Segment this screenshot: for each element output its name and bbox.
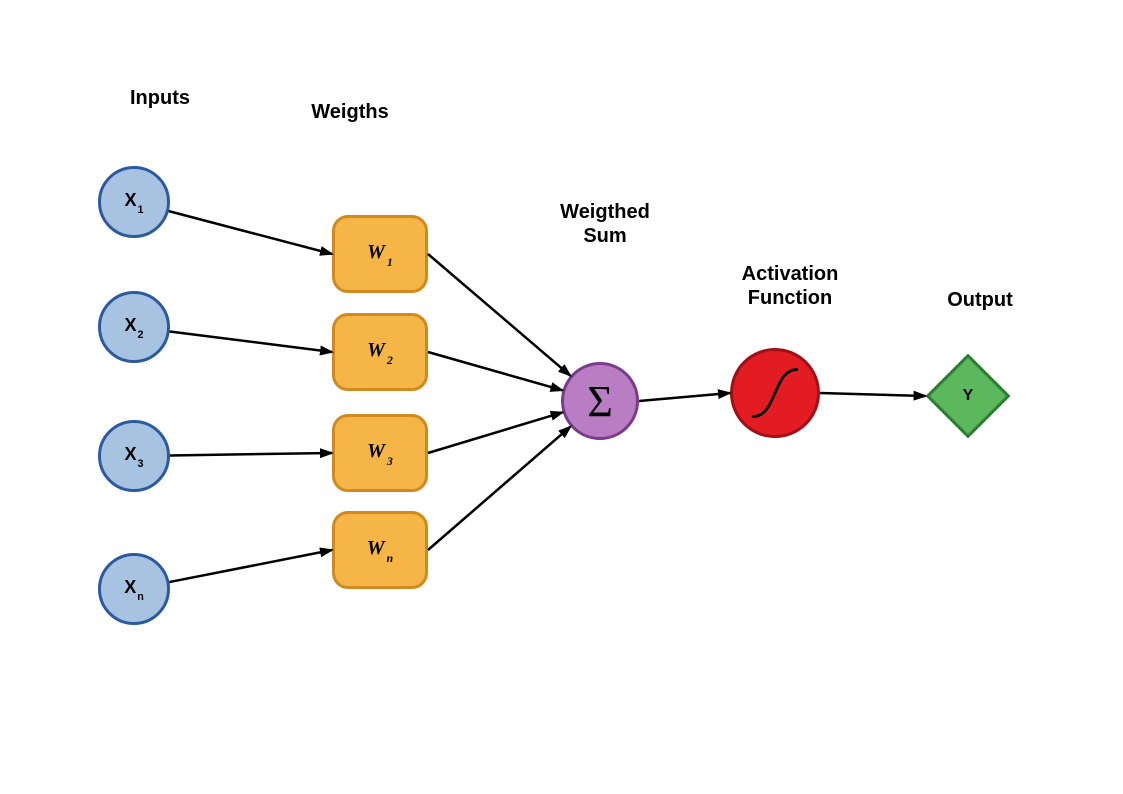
label-activation: Activation Function [700,262,880,310]
label-weighted-sum: Weigthed Sum [525,200,685,248]
weight-node-w2: W2 [332,313,428,391]
edge-x3-w3 [170,453,332,455]
edge-x2-w2 [170,332,332,352]
label-output: Output [920,288,1040,312]
edge-xn-wn [169,550,332,582]
weight-label: W1 [367,241,393,267]
edge-w2-sum [428,352,562,390]
edge-sum-act [639,393,730,401]
output-label: Y [963,387,974,405]
weight-label: Wn [367,537,393,563]
input-label: X2 [124,315,143,339]
input-node-xn: Xn [98,553,170,625]
weighted-sum-node: Σ [561,362,639,440]
weight-node-wn: Wn [332,511,428,589]
label-weights: Weigths [280,100,420,124]
weight-node-w3: W3 [332,414,428,492]
edge-x1-w1 [169,211,332,254]
input-node-x3: X3 [98,420,170,492]
label-inputs: Inputs [100,86,220,110]
input-node-x1: X1 [98,166,170,238]
input-label: X1 [124,190,143,214]
activation-curve-icon [733,348,817,438]
activation-function-node [730,348,820,438]
sigma-symbol: Σ [587,376,613,427]
input-node-x2: X2 [98,291,170,363]
edge-w3-sum [428,412,563,453]
edge-w1-sum [428,254,570,376]
output-node: Y [938,366,998,426]
weight-node-w1: W1 [332,215,428,293]
edge-act-out [820,393,926,396]
edge-wn-sum [428,427,571,550]
input-label: Xn [124,577,144,601]
weight-label: W2 [367,339,393,365]
input-label: X3 [124,444,143,468]
weight-label: W3 [367,440,393,466]
